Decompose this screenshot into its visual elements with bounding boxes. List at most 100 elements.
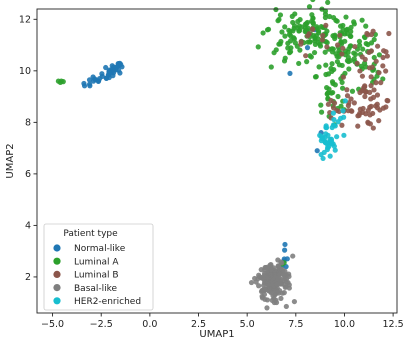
point-luminal-a — [330, 90, 335, 95]
point-basal-like — [280, 269, 285, 274]
point-luminal-b — [360, 54, 365, 59]
legend-marker — [53, 258, 60, 265]
y-tick-label: 12 — [19, 15, 31, 26]
point-luminal-b — [339, 51, 344, 56]
point-basal-like — [256, 283, 261, 288]
point-luminal-a — [256, 44, 261, 49]
point-luminal-b — [380, 63, 385, 68]
point-luminal-a — [365, 42, 370, 47]
point-luminal-a — [323, 15, 328, 20]
point-luminal-a — [279, 29, 284, 34]
point-luminal-a — [316, 64, 321, 69]
point-luminal-b — [371, 29, 376, 34]
point-her2-enriched — [319, 136, 324, 141]
point-basal-like — [274, 287, 279, 292]
x-tick-label: 0.0 — [142, 319, 157, 330]
x-tick-label: 10.0 — [334, 319, 355, 330]
point-luminal-b — [367, 90, 372, 95]
point-luminal-a — [346, 66, 351, 71]
point-luminal-b — [310, 27, 315, 32]
point-luminal-b — [320, 37, 325, 42]
point-luminal-b — [368, 104, 373, 109]
point-luminal-a — [275, 18, 280, 23]
point-luminal-b — [298, 42, 303, 47]
point-luminal-a — [335, 54, 340, 59]
point-luminal-b — [378, 80, 383, 85]
point-luminal-a — [360, 18, 365, 23]
point-luminal-a — [309, 12, 314, 17]
point-luminal-b — [355, 113, 360, 118]
point-her2-enriched — [323, 140, 328, 145]
point-luminal-b — [374, 59, 379, 64]
point-luminal-b — [369, 74, 374, 79]
point-luminal-b — [323, 23, 328, 28]
point-basal-like — [249, 280, 254, 285]
point-luminal-a — [304, 21, 309, 26]
point-luminal-b — [324, 44, 329, 49]
point-luminal-a — [314, 74, 319, 79]
point-luminal-a — [269, 64, 274, 69]
x-tick-label: 12.5 — [383, 319, 404, 330]
point-luminal-b — [363, 89, 368, 94]
legend-label: HER2-enriched — [74, 297, 141, 307]
point-luminal-a — [278, 41, 283, 46]
point-luminal-b — [383, 104, 388, 109]
point-luminal-a — [340, 63, 345, 68]
point-her2-enriched — [331, 111, 336, 116]
point-luminal-a — [296, 61, 301, 66]
point-luminal-b — [352, 44, 357, 49]
point-luminal-b — [383, 68, 388, 73]
point-luminal-b — [381, 48, 386, 53]
point-basal-like — [292, 299, 297, 304]
point-her2-enriched — [341, 133, 346, 138]
x-axis-label: UMAP1 — [199, 329, 234, 340]
point-basal-like — [279, 277, 284, 282]
point-luminal-b — [303, 53, 308, 58]
point-luminal-a — [288, 49, 293, 54]
point-her2-enriched — [331, 122, 336, 127]
point-luminal-b — [361, 106, 366, 111]
point-luminal-a — [332, 34, 337, 39]
point-luminal-a — [318, 43, 323, 48]
point-luminal-a — [345, 31, 350, 36]
legend-label: Normal-like — [74, 244, 126, 254]
point-luminal-a — [271, 50, 276, 55]
point-luminal-b — [305, 33, 310, 38]
point-luminal-b — [366, 50, 371, 55]
point-normal-like — [97, 76, 102, 81]
point-normal-like — [103, 65, 108, 70]
point-luminal-a — [343, 14, 348, 19]
point-luminal-a — [330, 81, 335, 86]
point-luminal-a — [350, 89, 355, 94]
point-luminal-a — [353, 52, 358, 57]
point-luminal-a — [312, 50, 317, 55]
point-basal-like — [269, 268, 274, 273]
point-luminal-a — [352, 21, 357, 26]
point-her2-enriched — [331, 117, 336, 122]
point-luminal-a — [273, 7, 278, 12]
point-basal-like — [280, 291, 285, 296]
x-tick-label: −5.0 — [41, 319, 64, 330]
point-luminal-a — [282, 24, 287, 29]
point-luminal-b — [344, 87, 349, 92]
y-axis-label: UMAP2 — [5, 143, 16, 178]
legend-marker — [53, 244, 60, 251]
y-tick-label: 2 — [25, 272, 31, 283]
y-tick-label: 6 — [25, 169, 31, 180]
legend-label: Luminal B — [74, 271, 119, 281]
point-luminal-b — [360, 74, 365, 79]
point-luminal-b — [375, 44, 380, 49]
point-luminal-b — [341, 75, 346, 80]
point-luminal-b — [385, 98, 390, 103]
point-luminal-b — [370, 111, 375, 116]
point-luminal-b — [357, 90, 362, 95]
point-luminal-a — [323, 63, 328, 68]
point-her2-enriched — [325, 133, 330, 138]
point-luminal-b — [363, 111, 368, 116]
point-normal-like — [287, 71, 292, 76]
point-luminal-a — [323, 50, 328, 55]
point-luminal-a — [295, 19, 300, 24]
point-basal-like — [264, 305, 269, 310]
legend-marker — [53, 271, 60, 278]
